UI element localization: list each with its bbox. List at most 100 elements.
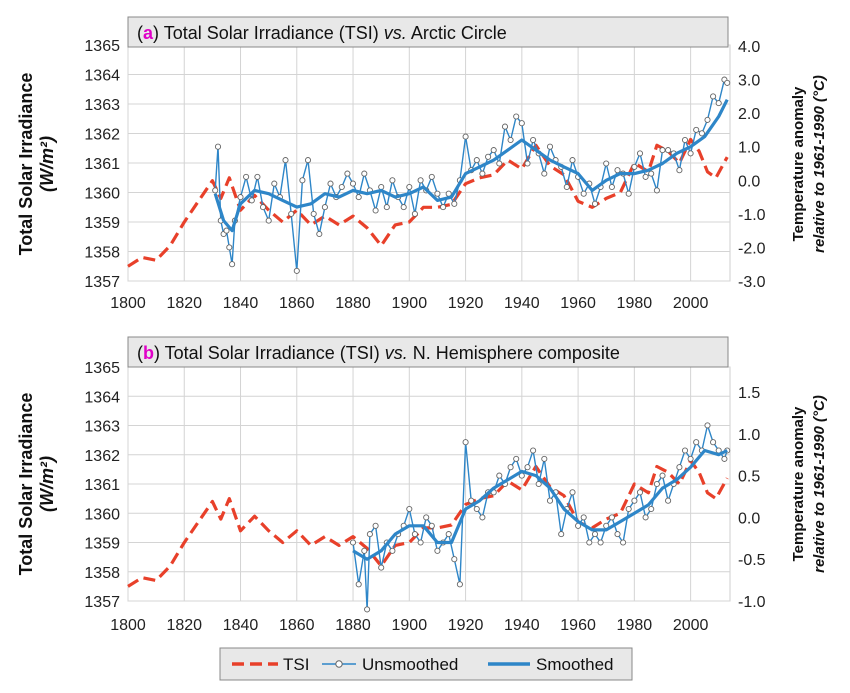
series-b-unsmoothed-point: [417, 539, 424, 546]
series-b-unsmoothed-point: [659, 472, 666, 479]
series-a-tsi-line: [127, 137, 729, 268]
ytick-b-1357: 1357: [84, 594, 120, 611]
xtick-a-1820: 1820: [166, 295, 202, 312]
xtick-b-1880: 1880: [335, 617, 371, 634]
series-a-unsmoothed-point: [226, 244, 233, 251]
series-b-unsmoothed-point: [462, 439, 469, 446]
xtick-a-2000: 2000: [673, 295, 709, 312]
series-b-unsmoothed-point: [681, 447, 689, 454]
title-box-a: [127, 16, 729, 48]
xtick-b-1840: 1840: [223, 617, 259, 634]
series-b-unsmoothed-point: [389, 547, 396, 554]
y2tick-a--1.0: -1.0: [738, 207, 766, 224]
ytick-b-1361: 1361: [84, 477, 120, 494]
ytick-a-1361: 1361: [84, 156, 120, 173]
series-b-unsmoothed-point: [693, 439, 700, 446]
legend: TSI Unsmoothed Smoothed: [219, 647, 633, 681]
title-a-post: Arctic Circle: [411, 23, 507, 43]
panel-a: (a) Total Solar Irradiance (TSI) vs. Arc…: [16, 16, 828, 312]
series-a-unsmoothed-point: [417, 177, 424, 184]
y2label-b-2: relative to 1961-1990 (°C): [811, 395, 828, 573]
series-a-unsmoothed-point: [316, 230, 323, 238]
xtick-a-1900: 1900: [392, 295, 428, 312]
xtick-b-1920: 1920: [448, 617, 484, 634]
series-b-unsmoothed-point: [704, 422, 711, 429]
series-a-unsmoothed-point: [541, 170, 548, 177]
ytick-a-1364: 1364: [84, 68, 120, 85]
xtick-b-1860: 1860: [279, 617, 315, 634]
series-b-unsmoothed-point: [378, 564, 385, 571]
series-a-smoothed-line: [213, 98, 729, 233]
series-a-unsmoothed-point: [445, 190, 452, 197]
series-b-unsmoothed-point: [535, 480, 542, 488]
ylabel-units-a: (W/m²): [37, 136, 57, 192]
title-b-pre: Total Solar Irradiance (TSI): [165, 343, 380, 363]
series-a-unsmoothed-point: [327, 180, 334, 187]
legend-unsmoothed-marker: [335, 660, 343, 668]
series-b-tsi-line: [127, 459, 729, 588]
panel-title-a: (a) Total Solar Irradiance (TSI) vs. Arc…: [137, 23, 507, 43]
y2tick-a--2.0: -2.0: [738, 240, 766, 257]
series-b-unsmoothed-point: [507, 464, 514, 471]
series-a-unsmoothed-point: [254, 173, 261, 180]
xtick-a-1840: 1840: [223, 295, 259, 312]
series-a-unsmoothed-point: [642, 173, 649, 180]
series-b-unsmoothed-point: [569, 489, 576, 496]
xtick-a-1860: 1860: [279, 295, 315, 312]
series-a-unsmoothed-point: [715, 100, 722, 107]
series-a-unsmoothed-point: [214, 143, 222, 150]
xtick-a-1800: 1800: [110, 295, 146, 312]
xtick-a-1880: 1880: [335, 295, 371, 312]
series-b-unsmoothed-point: [428, 522, 435, 529]
y2tick-a-4.0: 4.0: [738, 39, 760, 56]
series-a-unsmoothed-point: [563, 183, 570, 191]
series-a-unsmoothed-point: [434, 190, 441, 197]
series-a-unsmoothed-point: [681, 136, 689, 144]
y2tick-a-2.0: 2.0: [738, 106, 760, 123]
series-a-unsmoothed-point: [530, 136, 537, 144]
series-b-unsmoothed-point: [608, 514, 615, 521]
y2tick-a-1.0: 1.0: [738, 140, 760, 157]
xtick-b-1820: 1820: [166, 617, 202, 634]
ytick-a-1358: 1358: [84, 245, 120, 262]
title-box-b: [127, 336, 729, 368]
y2tick-b--0.5: -0.5: [738, 552, 766, 569]
legend-unsmoothed-label: Unsmoothed: [362, 655, 458, 674]
series-b-unsmoothed-point: [434, 547, 441, 554]
y2label-b-1: Temperature anomaly: [790, 406, 807, 561]
series-a-unsmoothed-point: [304, 157, 312, 164]
series-b-unsmoothed-point: [355, 581, 362, 588]
series-a-unsmoothed-point: [338, 183, 345, 191]
series-b-unsmoothed-point: [710, 439, 717, 446]
series-a-unsmoothed-point: [372, 207, 379, 214]
series-b-unsmoothed-point: [361, 547, 368, 554]
series-a-unsmoothed-point: [591, 200, 599, 207]
series-a-unsmoothed-point: [676, 167, 683, 174]
series-b-unsmoothed-point: [653, 480, 660, 488]
series-a-unsmoothed-point: [361, 170, 368, 177]
series-a-unsmoothed-point: [636, 150, 644, 157]
series-a-unsmoothed-point: [349, 180, 357, 187]
series-b-unsmoothed-point: [456, 581, 463, 588]
title-b-vs: vs.: [385, 343, 408, 363]
legend-box: [219, 647, 633, 681]
series-a-unsmoothed-point: [569, 157, 576, 164]
series-b-unsmoothed-point: [541, 455, 548, 462]
series-a-unsmoothed-point: [299, 177, 306, 184]
series-b-unsmoothed-point: [524, 464, 531, 471]
series-a-unsmoothed-point: [321, 204, 328, 211]
series-a-unsmoothed-point: [428, 173, 435, 180]
ytick-a-1359: 1359: [84, 215, 120, 232]
series-b-unsmoothed-point: [580, 514, 587, 521]
series-a-unsmoothed-point: [355, 194, 362, 201]
series-a-unsmoothed-point: [400, 204, 407, 211]
series-b-unsmoothed-point: [642, 514, 649, 521]
series-a-unsmoothed-point: [513, 113, 520, 120]
panel-letter-b: b: [143, 343, 154, 363]
gridlines-b: [127, 366, 730, 602]
series-b: [127, 422, 731, 613]
ytick-b-1364: 1364: [84, 389, 120, 406]
ylabel-units-b: (W/m²): [37, 456, 57, 512]
series-b-unsmoothed-point: [372, 522, 379, 529]
